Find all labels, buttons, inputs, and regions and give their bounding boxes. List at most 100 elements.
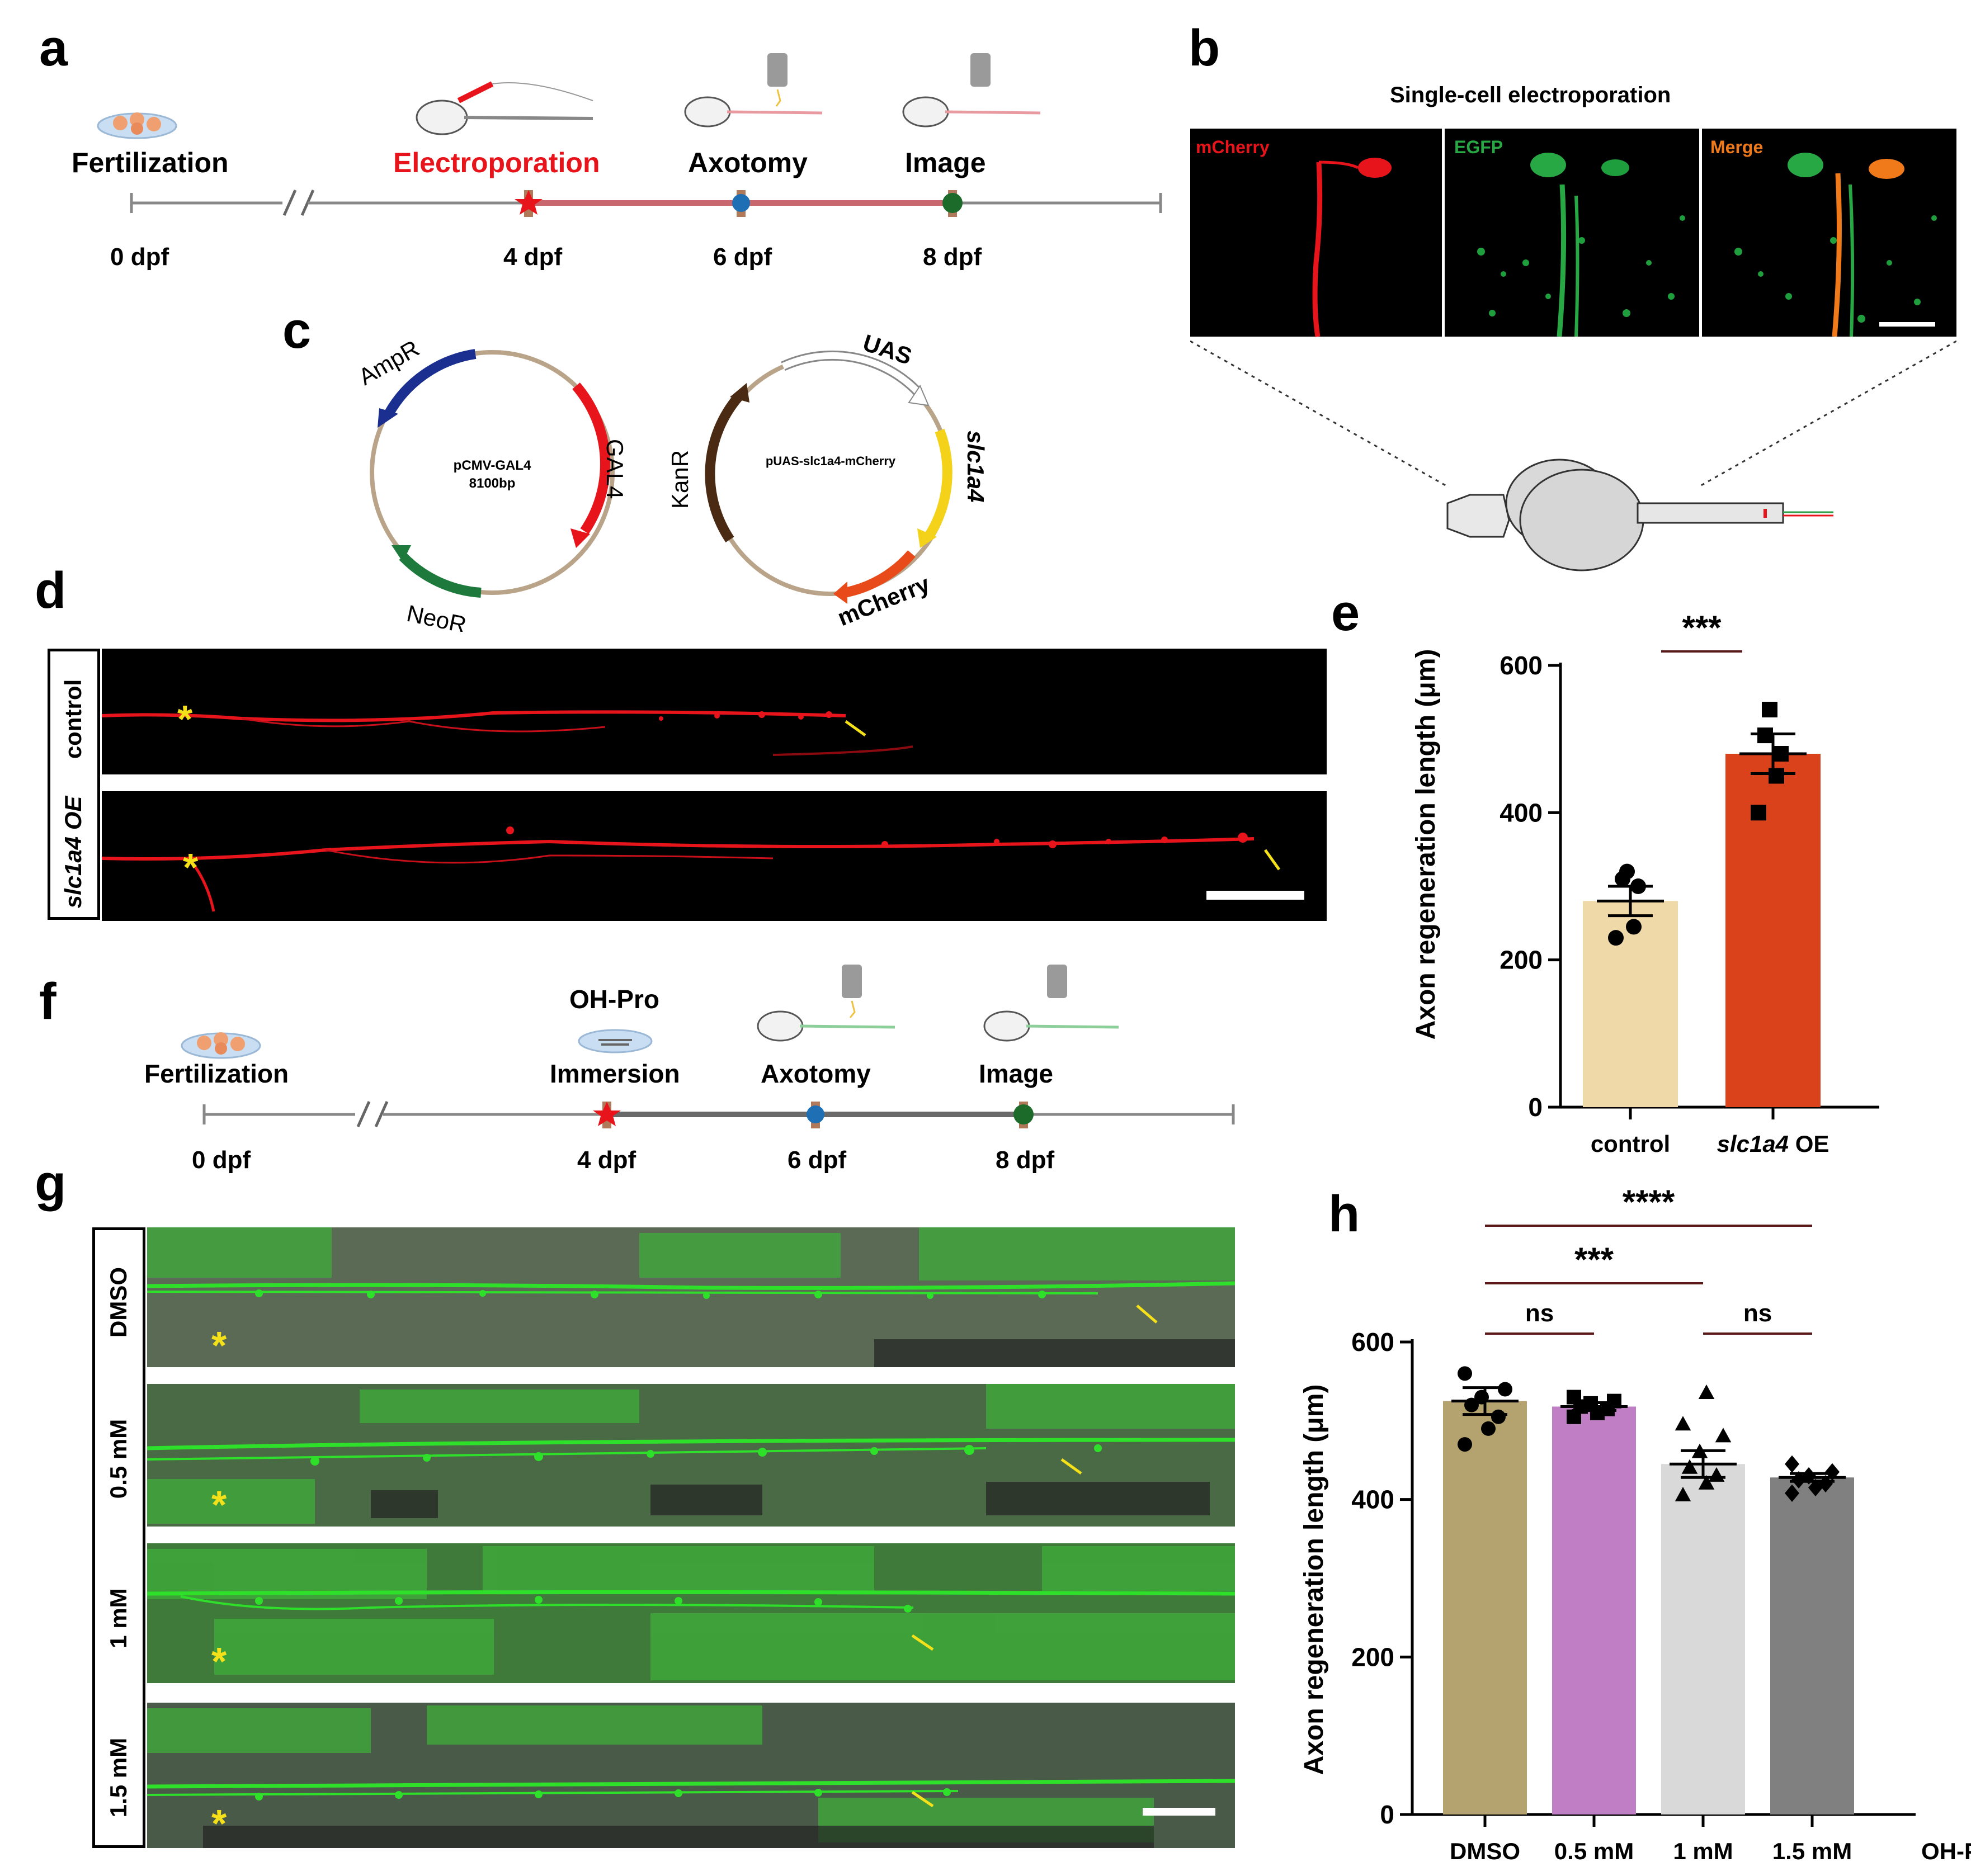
data-point xyxy=(1626,919,1642,935)
stage-image: Image xyxy=(905,147,986,178)
data-point xyxy=(1481,1421,1496,1436)
data-point xyxy=(1458,1437,1472,1452)
day-4-f: 4 dpf xyxy=(577,1146,636,1174)
data-point xyxy=(1675,1416,1691,1431)
axon-1mm xyxy=(147,1590,1235,1596)
stage-immersion: Immersion xyxy=(550,1059,680,1088)
data-point xyxy=(1474,1390,1489,1405)
timeline-f-graphics xyxy=(181,965,1235,1128)
larva-axotomy-icon xyxy=(684,53,823,127)
stage-image-f: Image xyxy=(979,1059,1053,1088)
asterisk-control: * xyxy=(177,697,193,741)
bar-1.5-mM xyxy=(1770,1477,1854,1814)
day-6-f: 6 dpf xyxy=(788,1146,847,1174)
chart-h-ylabel: Axon regeneration length (μm) xyxy=(1299,1384,1329,1775)
data-point xyxy=(1619,863,1635,880)
data-point xyxy=(1769,768,1784,784)
channel-label-egfp: EGFP xyxy=(1454,137,1503,157)
data-point xyxy=(1698,1475,1715,1490)
arrow-05mm xyxy=(1060,1458,1082,1475)
timeline-a-graphics xyxy=(97,53,1162,217)
y-tick-label: 400 xyxy=(1500,798,1543,827)
chart-e-ylabel: Axon regeneration length (μm) xyxy=(1411,649,1441,1040)
data-point xyxy=(1583,1396,1598,1411)
plasmid2-name: pUAS-slc1a4-mCherry xyxy=(766,454,896,468)
day-0-f: 0 dpf xyxy=(192,1146,251,1174)
asterisk-dmso: * xyxy=(211,1324,227,1367)
larva-image-icon xyxy=(983,965,1119,1042)
stage-axotomy-f: Axotomy xyxy=(761,1059,871,1088)
data-point xyxy=(1757,727,1773,744)
significance-label: ns xyxy=(1743,1300,1772,1327)
panel-b-micrographs xyxy=(1190,129,1956,337)
x-tick-label: 1 mM xyxy=(1673,1838,1733,1864)
channel-label-mcherry: mCherry xyxy=(1196,137,1270,157)
data-point xyxy=(1773,746,1789,762)
data-point xyxy=(1491,1409,1506,1424)
data-point xyxy=(1808,1478,1823,1497)
petri-dish-icon xyxy=(97,112,177,139)
feature-neor: NeoR xyxy=(404,600,469,632)
data-point xyxy=(1464,1397,1479,1412)
petri-dish-icon xyxy=(181,1032,261,1059)
data-point xyxy=(1698,1384,1715,1399)
panel-label-b: b xyxy=(1189,20,1220,77)
day-6: 6 dpf xyxy=(713,243,772,271)
scale-bar xyxy=(1879,322,1935,327)
significance-label: ns xyxy=(1525,1300,1554,1327)
feature-kanr: KanR xyxy=(667,450,693,509)
data-point xyxy=(1785,1484,1799,1502)
larva-head-diagram xyxy=(1190,340,1956,571)
bar-DMSO xyxy=(1443,1401,1527,1814)
immersion-dish-icon xyxy=(578,1029,653,1053)
arrow-15mm xyxy=(911,1790,934,1808)
y-tick-label: 200 xyxy=(1351,1642,1394,1671)
arrow-slc1a4-oe xyxy=(1263,849,1281,871)
panel-label-c: c xyxy=(282,302,312,359)
scale-bar-g xyxy=(1143,1808,1215,1816)
axon-red xyxy=(1312,162,1323,337)
stage-fertilization: Fertilization xyxy=(72,147,229,178)
row-label-slc1a4-oe: slc1a4 OE xyxy=(60,796,86,909)
chart-h: 0 200 400 600 DMSO 0.5 mM 1 mM 1.5 mM ******* ns n… xyxy=(1299,1183,1971,1864)
day-0: 0 dpf xyxy=(110,243,169,271)
x-tick-label: DMSO xyxy=(1450,1838,1520,1864)
row-label-dmso: DMSO xyxy=(105,1267,131,1338)
larva-electroporation-icon xyxy=(416,81,593,135)
asterisk-slc1a4-oe: * xyxy=(183,845,199,889)
arrow-dmso xyxy=(1136,1305,1158,1324)
panel-g-micrographs: * * * * xyxy=(147,1227,1235,1848)
row-label-1mm: 1 mM xyxy=(105,1588,131,1648)
panel-label-e: e xyxy=(1331,584,1360,641)
day-8: 8 dpf xyxy=(923,243,982,271)
y-tick-label: 400 xyxy=(1351,1485,1394,1514)
panel-d-micrographs: * * xyxy=(102,649,1327,921)
panel-label-f: f xyxy=(39,973,56,1030)
axon-dmso xyxy=(147,1281,1235,1290)
chart-h-xlabel-suffix: OH-Pro xyxy=(1921,1838,1971,1864)
axon-15mm xyxy=(147,1779,1235,1789)
data-point xyxy=(1458,1366,1472,1381)
data-point xyxy=(1708,1467,1725,1482)
row-label-05mm: 0.5 mM xyxy=(105,1419,131,1499)
x-tick-label: slc1a4 OE xyxy=(1717,1131,1829,1157)
chart-e: 0 200 400 600 control slc1a4 OE *** Axon regen… xyxy=(1411,609,1879,1157)
data-point xyxy=(1691,1443,1708,1458)
panel-b-title: Single-cell electroporation xyxy=(1390,83,1671,107)
axon-control xyxy=(102,710,846,722)
panel-label-d: d xyxy=(35,562,67,619)
plasmid1-size: 8100bp xyxy=(469,476,516,491)
arrow-1mm xyxy=(911,1634,934,1651)
day-8-f: 8 dpf xyxy=(996,1146,1055,1174)
day-4: 4 dpf xyxy=(503,243,563,271)
significance-label: **** xyxy=(1623,1183,1675,1221)
data-point xyxy=(1567,1390,1581,1405)
bar-1-mM xyxy=(1661,1464,1745,1814)
asterisk-1mm: * xyxy=(211,1639,227,1683)
data-point xyxy=(1498,1382,1512,1397)
asterisk-05mm: * xyxy=(211,1483,227,1527)
feature-slc1a4: slc1a4 xyxy=(963,431,989,502)
panel-d-row-label-box xyxy=(48,649,100,920)
larva-image-icon xyxy=(902,53,1041,127)
data-point xyxy=(1785,1455,1799,1473)
